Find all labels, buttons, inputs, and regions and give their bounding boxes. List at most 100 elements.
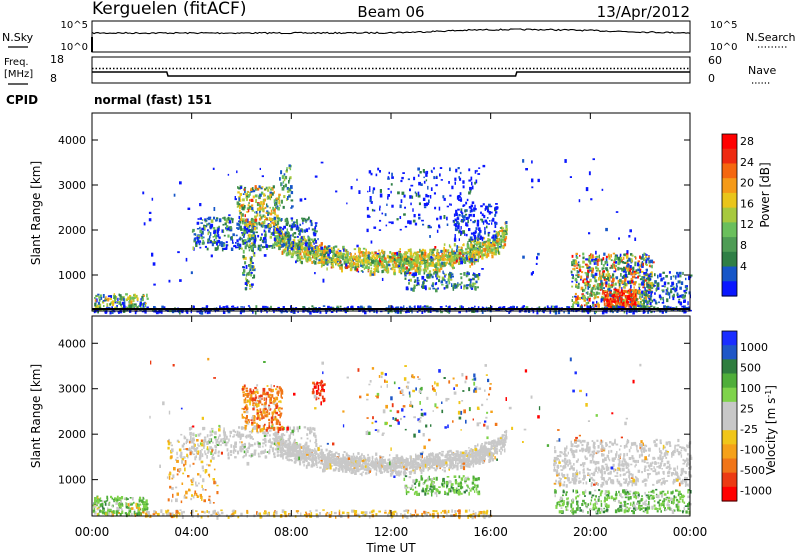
power-pixel: [460, 281, 463, 284]
power-pixel: [268, 223, 271, 228]
power-pixel: [153, 306, 156, 309]
power-pixel: [586, 291, 589, 295]
power-pixel: [340, 263, 343, 267]
power-pixel: [277, 207, 280, 211]
power-pixel: [666, 291, 670, 296]
power-pixel: [443, 257, 446, 261]
power-pixel: [582, 256, 585, 260]
power-pixel: [654, 300, 657, 304]
power-pixel: [409, 251, 413, 256]
power-pixel: [476, 237, 478, 240]
power-pixel: [215, 219, 218, 222]
power-pixel: [590, 198, 593, 201]
power-pixel: [458, 262, 460, 265]
power-pixel: [379, 219, 382, 222]
power-pixel: [681, 305, 684, 308]
power-pixel: [273, 228, 275, 232]
power-pixel: [442, 195, 445, 199]
power-pixel: [379, 207, 381, 211]
power-pixel: [647, 276, 650, 281]
power-pixel: [320, 256, 323, 260]
power-pixel: [256, 222, 258, 226]
power-pixel: [500, 238, 503, 242]
power-pixel: [471, 284, 474, 286]
power-pixel: [372, 190, 374, 194]
power-pixel: [96, 294, 99, 297]
power-pixel: [482, 164, 486, 168]
power-pixel: [657, 287, 660, 290]
power-pixel: [643, 297, 646, 300]
power-pixel: [415, 268, 418, 272]
power-pixel: [301, 245, 304, 249]
power-pixel: [143, 222, 146, 226]
power-pixel: [422, 254, 425, 257]
power-pixel: [351, 305, 354, 309]
power-pixel: [384, 213, 387, 217]
power-pixel: [631, 303, 634, 306]
power-pixel: [281, 175, 284, 179]
power-pixel: [255, 305, 258, 309]
power-pixel: [94, 297, 96, 299]
power-pixel: [185, 257, 188, 262]
power-pixel: [389, 255, 392, 259]
power-pixel: [677, 300, 681, 304]
power-pixel: [583, 281, 586, 284]
power-pixel: [242, 255, 245, 259]
power-pixel: [641, 281, 644, 286]
power-pixel: [284, 246, 287, 249]
power-pixel: [638, 287, 640, 290]
power-pixel: [278, 200, 281, 205]
power-pixel: [428, 264, 431, 267]
power-pixel: [584, 296, 587, 299]
power-pixel: [367, 251, 370, 255]
power-pixel: [285, 222, 289, 226]
power-pixel: [473, 261, 476, 265]
power-pixel: [476, 240, 479, 243]
power-pixel: [626, 283, 628, 287]
power-pixel: [301, 228, 303, 233]
power-pixel: [261, 245, 264, 249]
power-pixel: [684, 310, 687, 314]
power-pixel: [268, 245, 271, 248]
power-pixel: [441, 261, 444, 265]
power-pixel: [259, 193, 262, 197]
power-pixel: [649, 259, 653, 263]
power-pixel: [142, 191, 145, 195]
power-pixel: [441, 249, 444, 253]
power-pixel: [586, 284, 589, 287]
power-pixel: [438, 268, 441, 273]
power-pixel: [113, 295, 116, 299]
power-pixel: [354, 266, 357, 271]
nave-tick-top: 60: [708, 54, 722, 67]
power-pixel: [98, 303, 102, 307]
power-pixel: [555, 305, 558, 310]
nave-tick-bottom: 0: [708, 72, 715, 85]
power-pixel: [280, 310, 283, 314]
power-colorbar-frame: [721, 133, 738, 297]
power-pixel: [412, 272, 415, 276]
power-pixel: [403, 194, 406, 198]
power-pixel: [592, 303, 594, 307]
power-pixel: [488, 211, 491, 215]
power-pixel: [441, 284, 444, 286]
power-pixel: [427, 195, 430, 198]
power-pixel: [487, 245, 490, 248]
power-pixel: [383, 268, 386, 271]
power-pixel: [453, 283, 457, 287]
power-pixel: [270, 305, 272, 310]
power-pixel: [618, 286, 621, 289]
power-pixel: [616, 294, 618, 298]
power-pixel: [387, 196, 389, 200]
power-pixel: [644, 295, 647, 299]
power-pixel: [432, 248, 436, 251]
power-pixel: [438, 224, 441, 228]
power-pixel: [283, 195, 286, 199]
power-pixel: [151, 252, 154, 257]
power-pixel: [649, 284, 652, 289]
power-pixel: [399, 216, 402, 219]
power-pixel: [414, 258, 417, 261]
velocity-pixel: [302, 450, 305, 454]
power-pixel: [253, 254, 256, 257]
power-pixel: [343, 261, 346, 265]
